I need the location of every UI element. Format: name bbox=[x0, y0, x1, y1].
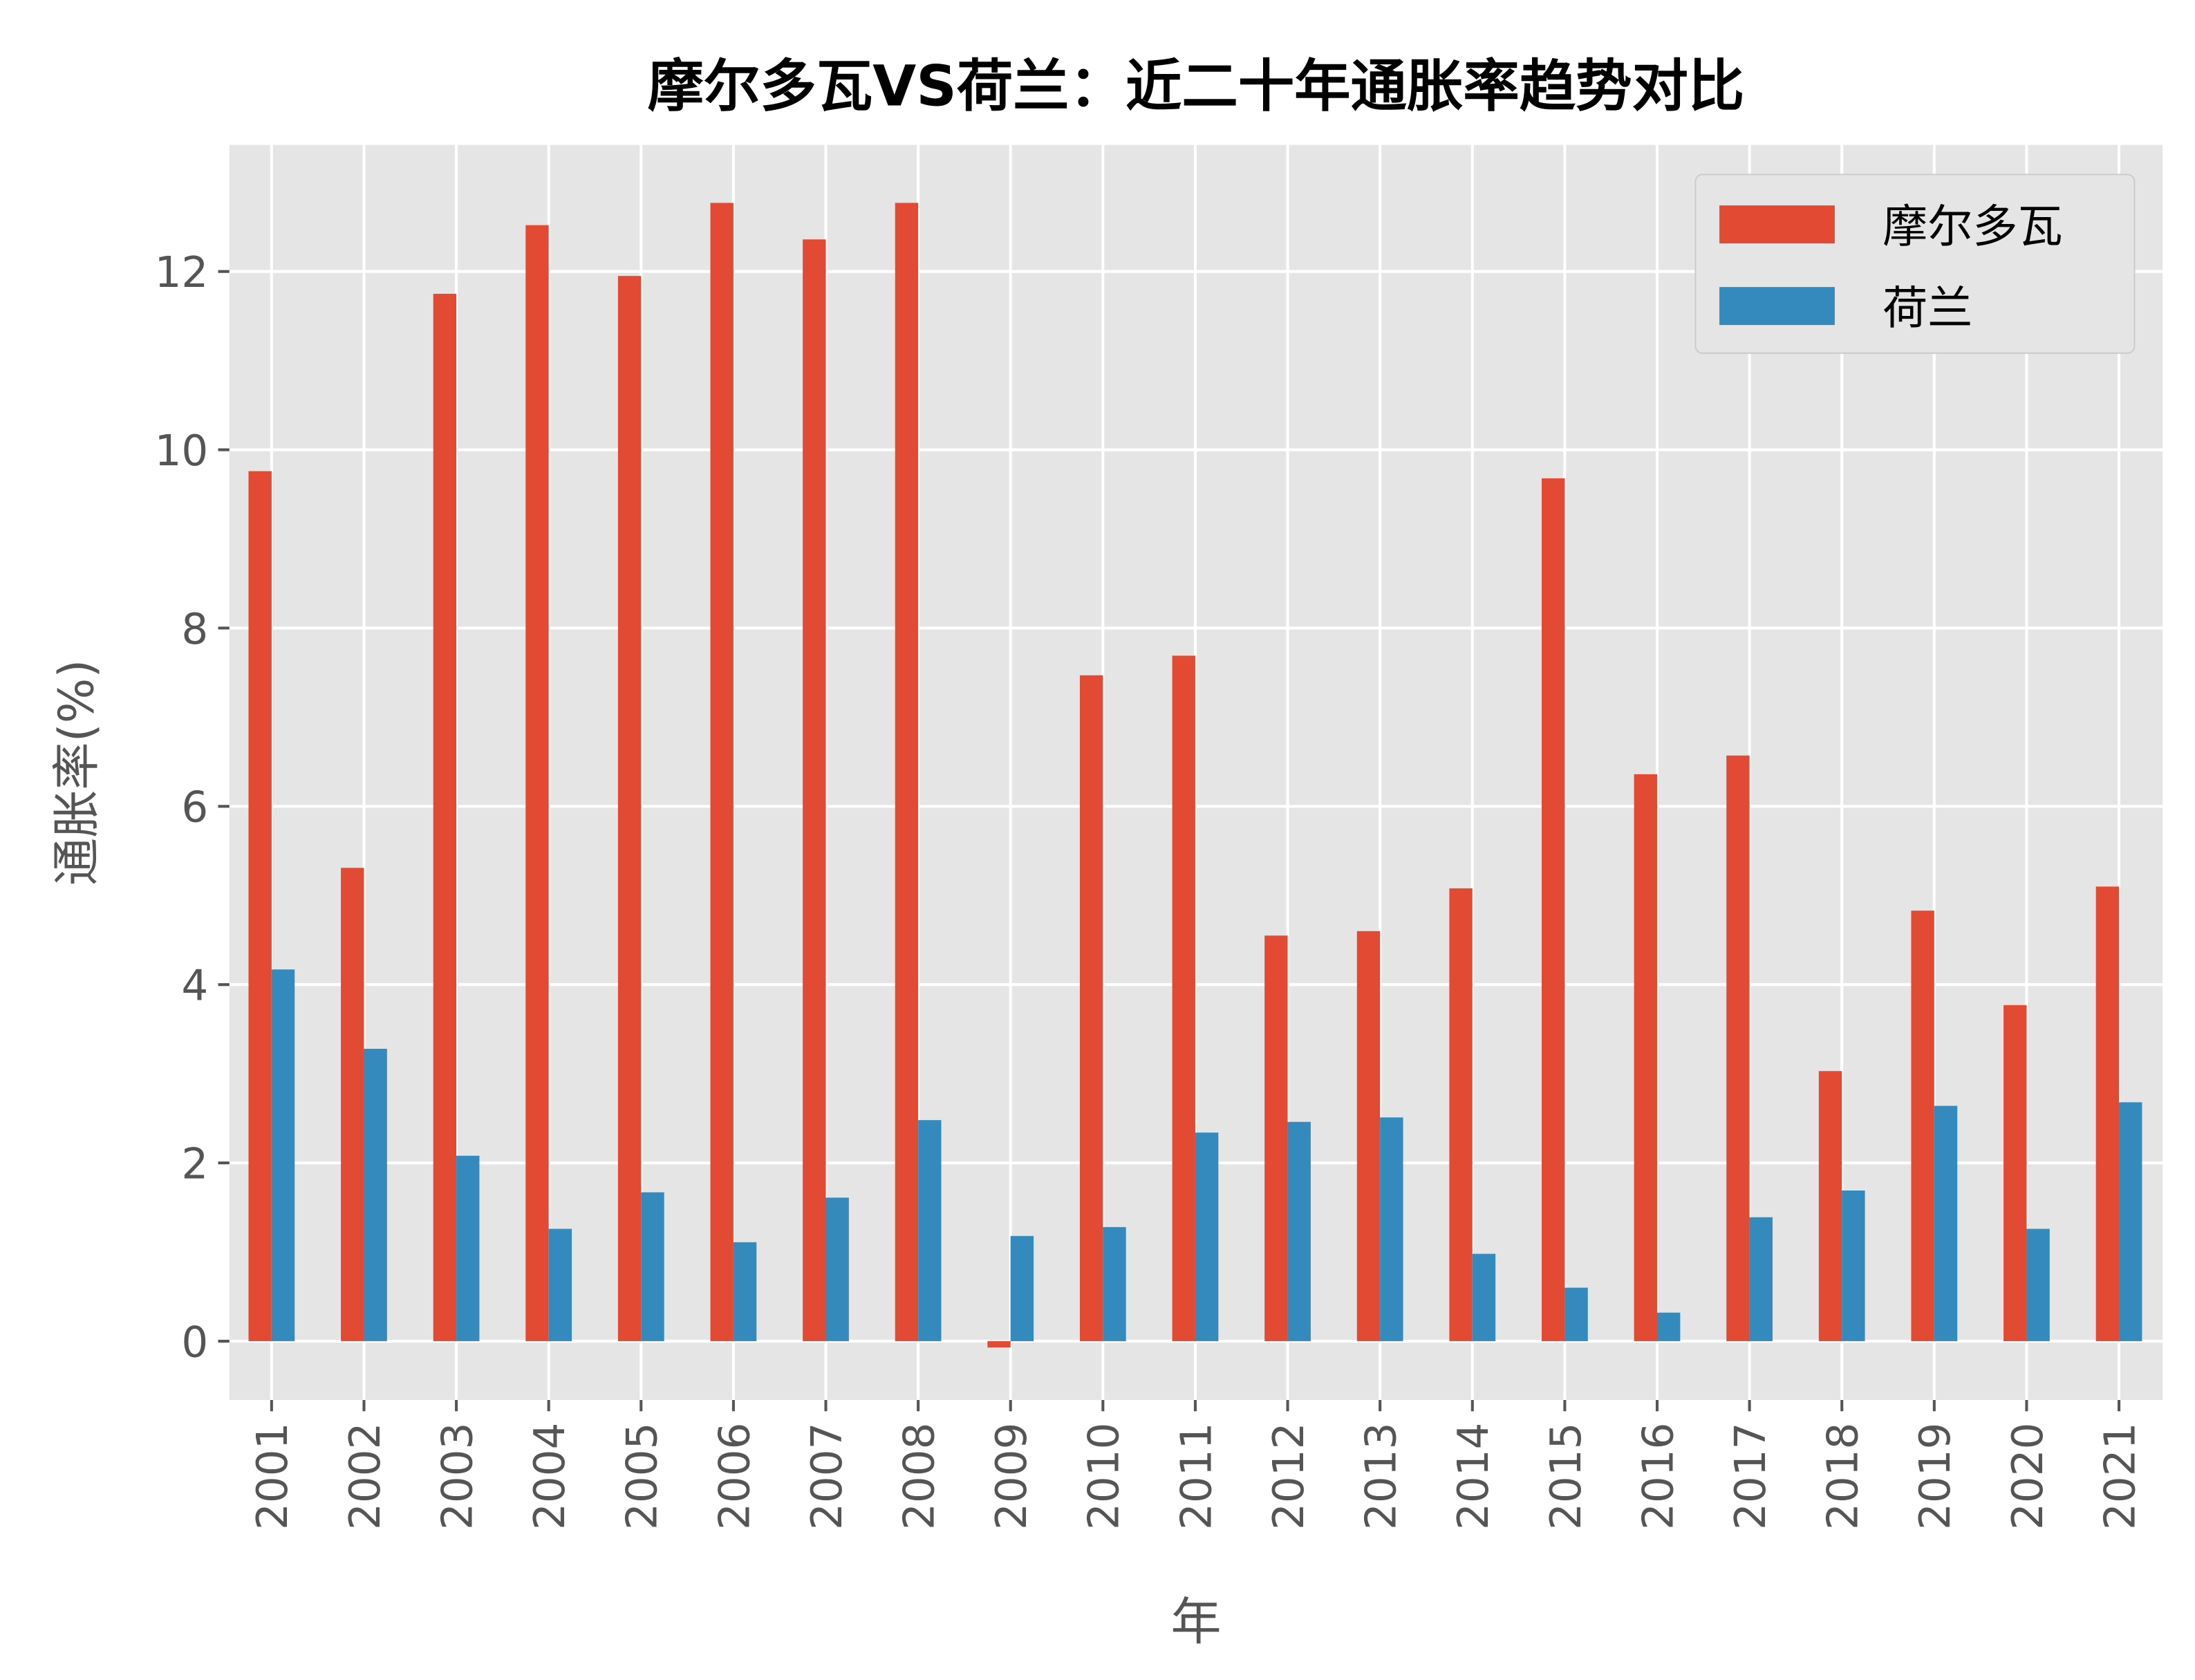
bar-netherlands-2004 bbox=[548, 1229, 572, 1341]
x-tick-label: 2011 bbox=[1172, 1423, 1221, 1530]
bar-netherlands-2017 bbox=[1749, 1217, 1773, 1341]
bar-netherlands-2018 bbox=[1842, 1191, 1865, 1341]
x-tick-label: 2010 bbox=[1080, 1423, 1129, 1530]
x-tick-label: 2007 bbox=[803, 1423, 852, 1530]
x-tick-label: 2002 bbox=[341, 1423, 390, 1530]
x-tick-label: 2019 bbox=[1911, 1423, 1960, 1530]
bar-netherlands-2014 bbox=[1472, 1253, 1496, 1341]
bar-moldova-2016 bbox=[1634, 774, 1657, 1341]
bar-moldova-2015 bbox=[1542, 478, 1565, 1341]
bar-netherlands-2005 bbox=[641, 1192, 664, 1341]
bar-netherlands-2006 bbox=[733, 1242, 757, 1341]
bar-netherlands-2020 bbox=[2026, 1229, 2050, 1341]
bar-netherlands-2003 bbox=[456, 1155, 480, 1341]
x-tick-label: 2017 bbox=[1726, 1423, 1775, 1530]
x-tick-label: 2003 bbox=[433, 1423, 482, 1530]
x-tick-label: 2008 bbox=[895, 1423, 944, 1530]
x-tick-label: 2015 bbox=[1542, 1423, 1591, 1530]
bar-netherlands-2010 bbox=[1103, 1226, 1126, 1341]
y-tick-label: 0 bbox=[181, 1318, 208, 1367]
legend-label-moldova: 摩尔多瓦 bbox=[1883, 201, 2062, 253]
x-tick-label: 2006 bbox=[710, 1423, 759, 1530]
legend-label-netherlands: 荷兰 bbox=[1883, 283, 1972, 335]
legend-swatch-moldova bbox=[1719, 205, 1835, 244]
bar-moldova-2012 bbox=[1264, 935, 1288, 1341]
bar-moldova-2020 bbox=[2003, 1005, 2027, 1341]
bar-moldova-2017 bbox=[1726, 755, 1750, 1341]
x-axis-label: 年 bbox=[1170, 1593, 1221, 1652]
bar-moldova-2003 bbox=[433, 293, 457, 1341]
legend: 摩尔多瓦 荷兰 bbox=[1694, 174, 2136, 354]
bar-netherlands-2011 bbox=[1195, 1132, 1219, 1341]
x-tick-label: 2018 bbox=[1819, 1423, 1868, 1530]
x-tick-label: 2004 bbox=[525, 1423, 575, 1530]
x-tick-label: 2009 bbox=[987, 1423, 1036, 1530]
legend-swatch-netherlands bbox=[1719, 287, 1835, 326]
y-tick-label: 8 bbox=[181, 605, 208, 654]
x-axis: 2001 2002 2003 2004 2005 2006 2007 2008 2009 2010… bbox=[248, 1399, 2145, 1530]
bar-netherlands-2002 bbox=[364, 1049, 387, 1341]
y-tick-label: 10 bbox=[155, 427, 209, 476]
y-tick-label: 2 bbox=[181, 1139, 208, 1188]
y-tick-label: 12 bbox=[155, 248, 209, 297]
bar-moldova-2008 bbox=[895, 203, 919, 1341]
bar-netherlands-2021 bbox=[2119, 1102, 2142, 1341]
x-tick-label: 2020 bbox=[2003, 1423, 2053, 1530]
y-axis-label: 通胀率(%) bbox=[49, 660, 104, 886]
bar-moldova-2007 bbox=[803, 239, 826, 1341]
bar-netherlands-2012 bbox=[1287, 1121, 1311, 1341]
bar-moldova-2011 bbox=[1172, 655, 1195, 1341]
bar-netherlands-2013 bbox=[1380, 1117, 1403, 1341]
x-tick-label: 2021 bbox=[2095, 1423, 2145, 1530]
bar-moldova-2019 bbox=[1911, 911, 1934, 1341]
x-tick-label: 2014 bbox=[1449, 1423, 1498, 1530]
bar-moldova-2005 bbox=[617, 276, 642, 1341]
x-tick-label: 2013 bbox=[1357, 1423, 1406, 1530]
x-tick-label: 2005 bbox=[618, 1423, 667, 1530]
bar-moldova-2006 bbox=[710, 203, 734, 1341]
y-axis: 0 2 4 6 8 10 12 bbox=[155, 248, 230, 1367]
chart-title: 摩尔多瓦VS荷兰：近二十年通胀率趋势对比 bbox=[648, 54, 1745, 120]
bar-moldova-2002 bbox=[341, 868, 364, 1341]
bar-moldova-2018 bbox=[1818, 1071, 1842, 1341]
bar-moldova-2009 bbox=[987, 1341, 1011, 1347]
y-tick-label: 6 bbox=[181, 783, 208, 832]
bar-moldova-2013 bbox=[1356, 931, 1381, 1341]
bar-netherlands-2009 bbox=[1010, 1235, 1034, 1341]
bar-netherlands-2001 bbox=[271, 969, 295, 1341]
x-tick-label: 2016 bbox=[1634, 1423, 1683, 1530]
bar-netherlands-2008 bbox=[918, 1120, 942, 1341]
bar-netherlands-2019 bbox=[1934, 1105, 1958, 1341]
x-tick-label: 2012 bbox=[1264, 1423, 1314, 1530]
x-tick-label: 2001 bbox=[248, 1423, 297, 1530]
bar-netherlands-2016 bbox=[1656, 1312, 1681, 1341]
bar-moldova-2004 bbox=[525, 225, 549, 1341]
bar-netherlands-2015 bbox=[1564, 1287, 1588, 1341]
bar-moldova-2014 bbox=[1449, 888, 1473, 1341]
bar-moldova-2021 bbox=[2095, 886, 2120, 1341]
y-tick-label: 4 bbox=[181, 962, 208, 1011]
bars bbox=[248, 203, 2142, 1347]
bar-moldova-2010 bbox=[1079, 675, 1103, 1341]
bar-moldova-2001 bbox=[248, 471, 272, 1341]
bar-netherlands-2007 bbox=[825, 1197, 849, 1341]
